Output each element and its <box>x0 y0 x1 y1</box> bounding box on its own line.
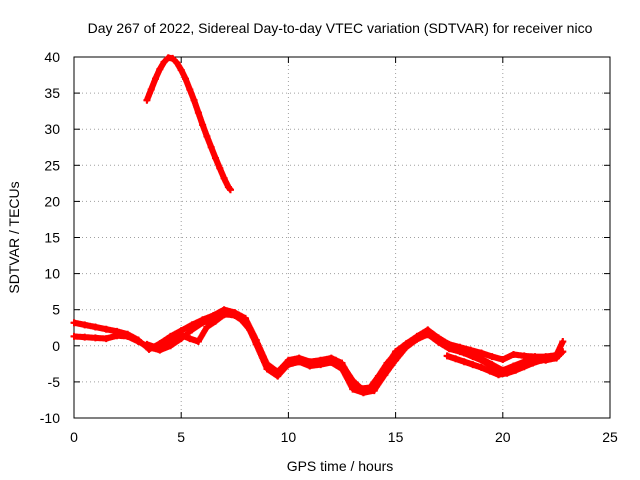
y-tick-label: 35 <box>44 85 60 101</box>
y-tick-label: 25 <box>44 157 60 173</box>
y-tick-label: 15 <box>44 230 60 246</box>
y-tick-label: -5 <box>48 374 61 390</box>
x-tick-label: 25 <box>602 429 618 445</box>
grid <box>74 57 610 418</box>
y-tick-label: 5 <box>52 302 60 318</box>
y-tick-label: 20 <box>44 193 60 209</box>
data-points <box>70 54 567 397</box>
series-trace <box>143 54 234 193</box>
y-tick-label: 10 <box>44 266 60 282</box>
x-tick-label: 0 <box>70 429 78 445</box>
y-tick-label: 30 <box>44 121 60 137</box>
x-tick-label: 15 <box>388 429 404 445</box>
tick-labels: 0 5 10 15 20 25 -10 -5 0 5 10 15 20 25 30 35 40 <box>40 49 618 445</box>
y-tick-label: -10 <box>40 410 60 426</box>
x-tick-label: 10 <box>281 429 297 445</box>
series-track-d <box>443 352 554 379</box>
y-tick-label: 0 <box>52 338 60 354</box>
series-high-arc <box>143 54 234 194</box>
y-tick-label: 40 <box>44 49 60 65</box>
x-tick-label: 20 <box>495 429 511 445</box>
axis-ticks <box>73 56 611 419</box>
series-trace <box>444 352 553 378</box>
x-axis-label: GPS time / hours <box>287 458 394 474</box>
chart-title: Day 267 of 2022, Sidereal Day-to-day VTE… <box>88 20 593 36</box>
y-axis-label: SDTVAR / TECUs <box>6 181 22 293</box>
x-tick-label: 5 <box>177 429 185 445</box>
